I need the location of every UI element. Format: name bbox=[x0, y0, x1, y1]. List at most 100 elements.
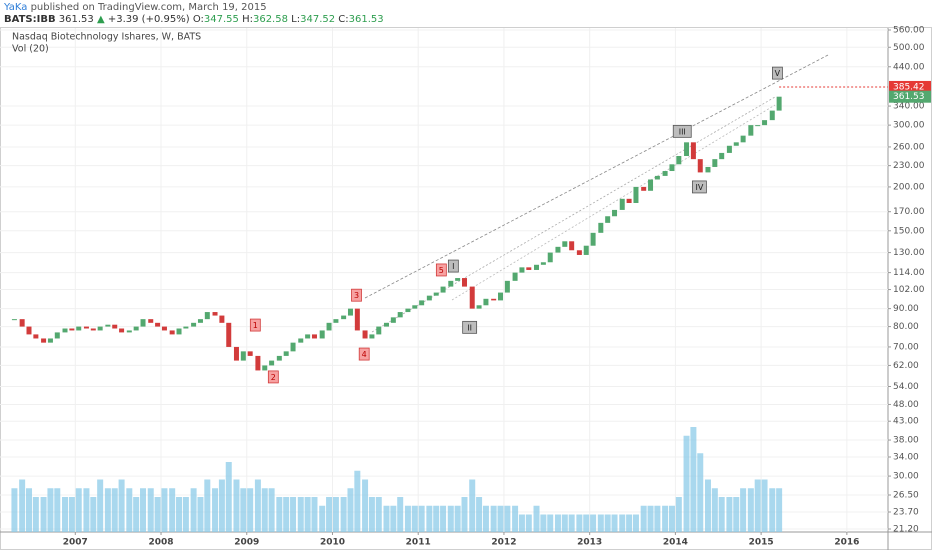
candle bbox=[319, 330, 325, 339]
candle bbox=[26, 326, 32, 335]
volume-bar bbox=[118, 479, 125, 532]
candle bbox=[269, 360, 275, 366]
symbol: BATS:IBB bbox=[4, 14, 56, 25]
volume-bar bbox=[154, 497, 161, 532]
wave-label: I bbox=[452, 262, 454, 271]
price-badge-label: 385.42 bbox=[893, 82, 925, 92]
candle bbox=[226, 322, 232, 347]
candle bbox=[512, 272, 518, 281]
candle bbox=[219, 315, 225, 323]
volume-bar bbox=[375, 497, 382, 532]
y-tick-label: 90.00 bbox=[893, 304, 919, 314]
volume-bar bbox=[68, 497, 75, 532]
volume-bar bbox=[197, 497, 204, 532]
volume-bar bbox=[233, 479, 240, 532]
wave-label-box bbox=[691, 180, 707, 194]
candle bbox=[412, 305, 418, 309]
author[interactable]: YaKa bbox=[3, 2, 27, 13]
wave-label-box bbox=[462, 320, 478, 334]
candle bbox=[283, 351, 289, 356]
candle bbox=[648, 179, 654, 191]
candle bbox=[519, 267, 525, 273]
candle bbox=[733, 142, 739, 146]
candle bbox=[755, 125, 761, 127]
y-tick-label: 21.20 bbox=[893, 525, 919, 535]
y-tick-label: 200.00 bbox=[893, 182, 925, 192]
candle bbox=[569, 241, 575, 251]
volume-bar bbox=[418, 505, 425, 532]
candle bbox=[369, 334, 375, 339]
candle bbox=[540, 262, 546, 265]
volume-bar bbox=[290, 497, 297, 532]
volume-bar bbox=[754, 479, 761, 532]
candle bbox=[504, 280, 510, 293]
candle bbox=[654, 175, 660, 180]
candle bbox=[633, 186, 639, 203]
candle bbox=[233, 346, 239, 361]
candle bbox=[419, 300, 425, 306]
volume-bar bbox=[776, 488, 783, 532]
volume-bar bbox=[726, 497, 733, 532]
volume-bar bbox=[675, 497, 682, 532]
candle bbox=[641, 186, 647, 191]
volume-bar bbox=[632, 514, 639, 532]
candle bbox=[383, 322, 389, 327]
volume-bar bbox=[504, 505, 511, 532]
y-tick-label: 260.00 bbox=[893, 142, 925, 152]
candle bbox=[712, 159, 718, 167]
candle bbox=[491, 298, 497, 301]
volume-bar bbox=[90, 497, 97, 532]
candle bbox=[276, 355, 282, 361]
volume-bar bbox=[440, 505, 447, 532]
candle bbox=[105, 324, 111, 327]
volume-bar bbox=[640, 505, 647, 532]
volume-bar bbox=[340, 497, 347, 532]
x-tick-label: 2013 bbox=[577, 538, 602, 548]
y-tick-label: 560.00 bbox=[893, 26, 925, 36]
candle bbox=[19, 319, 25, 327]
volume-bar bbox=[319, 505, 326, 532]
volume-bar bbox=[747, 488, 754, 532]
candle bbox=[333, 319, 339, 323]
candle bbox=[54, 332, 60, 339]
candle bbox=[705, 166, 711, 173]
candle bbox=[97, 326, 103, 331]
volume-bar bbox=[97, 479, 104, 532]
trend-line bbox=[451, 104, 776, 301]
volume-bar bbox=[447, 505, 454, 532]
volume-bar bbox=[32, 497, 39, 532]
volume-bar bbox=[433, 505, 440, 532]
candle bbox=[255, 355, 261, 371]
ohlc-value: 347.55 bbox=[204, 14, 239, 25]
volume-bar bbox=[83, 488, 90, 532]
volume-bar bbox=[583, 514, 590, 532]
y-tick-label: 440.00 bbox=[893, 62, 925, 72]
candle bbox=[619, 198, 625, 210]
y-tick-label: 70.00 bbox=[893, 342, 919, 352]
candle bbox=[455, 278, 461, 281]
volume-bar bbox=[383, 505, 390, 532]
trend-line bbox=[371, 96, 776, 333]
volume-bar bbox=[297, 497, 304, 532]
candle bbox=[33, 334, 39, 339]
volume-bar bbox=[576, 514, 583, 532]
volume-bar bbox=[697, 453, 704, 532]
candle bbox=[476, 305, 482, 309]
wave-label-box bbox=[772, 66, 783, 80]
y-tick-label: 38.00 bbox=[893, 436, 919, 446]
wave-label: V bbox=[775, 69, 781, 78]
candle bbox=[240, 351, 246, 361]
volume-bar bbox=[454, 505, 461, 532]
volume-bar bbox=[368, 497, 375, 532]
volume-bar bbox=[733, 497, 740, 532]
candle-layer bbox=[11, 96, 782, 371]
candle bbox=[669, 164, 675, 172]
volume-bar bbox=[397, 497, 404, 532]
price-badge bbox=[889, 80, 931, 93]
x-tick-label: 2010 bbox=[320, 538, 345, 548]
candle bbox=[326, 322, 332, 331]
volume-bar bbox=[540, 514, 547, 532]
wave-label: III bbox=[679, 127, 686, 136]
